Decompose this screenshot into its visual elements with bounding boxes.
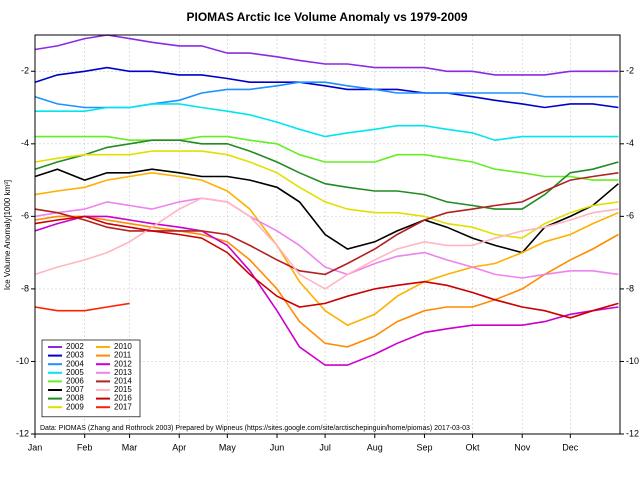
x-tick-label: Jul <box>319 442 331 452</box>
legend-label: 2005 <box>66 368 84 377</box>
series-line <box>34 171 619 327</box>
x-tick-label: Sep <box>416 442 432 452</box>
legend-label: 2017 <box>114 402 132 411</box>
x-tick-label: Dec <box>562 442 579 452</box>
series-line <box>35 103 619 142</box>
legend-box <box>41 339 141 418</box>
y-tick-label: -12 <box>16 428 29 438</box>
legend-label: 2010 <box>114 342 132 351</box>
legend-label: 2013 <box>114 368 132 377</box>
y-tick-label-right: -8 <box>626 283 634 293</box>
legend-label: 2007 <box>66 385 84 394</box>
legend-label: 2015 <box>114 385 132 394</box>
legend-label: 2003 <box>66 351 84 360</box>
x-tick-label: Feb <box>77 442 93 452</box>
legend-label: 2012 <box>114 359 132 368</box>
x-tick-label: Jun <box>270 442 285 452</box>
y-tick-label-right: -4 <box>626 138 634 148</box>
x-tick-label: Jan <box>28 442 43 452</box>
legend-label: 2014 <box>114 377 132 386</box>
series-line <box>34 215 619 319</box>
x-tick-label: Okt <box>466 442 481 452</box>
legend-label: 2009 <box>66 402 84 411</box>
legend-label: 2004 <box>66 359 84 368</box>
series-line <box>34 150 619 239</box>
legend-label: 2006 <box>66 377 84 386</box>
series-line <box>34 66 619 109</box>
y-axis-label: Ice Volume Anomaly[1000 km³] <box>3 180 12 290</box>
y-tick-label: -4 <box>21 138 29 148</box>
legend-label: 2016 <box>114 394 132 403</box>
legend-label: 2002 <box>66 342 84 351</box>
x-tick-label: May <box>219 442 237 452</box>
y-tick-label-right: -10 <box>626 356 639 366</box>
series-line <box>34 215 619 366</box>
y-tick-label: -6 <box>21 211 29 221</box>
annotation: Data: PIOMAS (Zhang and Rothrock 2003) P… <box>40 425 470 432</box>
series-line <box>34 197 619 290</box>
series-line <box>34 139 619 210</box>
y-tick-label-right: -6 <box>626 211 634 221</box>
x-tick-label: Apr <box>172 442 186 452</box>
series-line <box>34 34 619 76</box>
x-tick-label: Mar <box>122 442 138 452</box>
legend-label: 2011 <box>114 351 132 360</box>
y-tick-label: -10 <box>16 356 29 366</box>
series-line <box>34 172 619 276</box>
series-line <box>34 215 619 348</box>
y-tick-label-right: -2 <box>626 66 634 76</box>
lines <box>34 34 619 366</box>
series-line <box>35 135 619 181</box>
y-tick-label: -2 <box>21 66 29 76</box>
legend-label: 2008 <box>66 394 84 403</box>
y-tick-label-right: -12 <box>626 428 639 438</box>
series-line <box>34 302 130 312</box>
plot-frame <box>34 34 621 435</box>
x-tick-label: Aug <box>367 442 383 452</box>
x-tick-label: Nov <box>514 442 531 452</box>
y-tick-label: -8 <box>21 283 29 293</box>
chart-title: PIOMAS Arctic Ice Volume Anomaly vs 1979… <box>186 10 467 24</box>
series-line <box>34 197 619 279</box>
